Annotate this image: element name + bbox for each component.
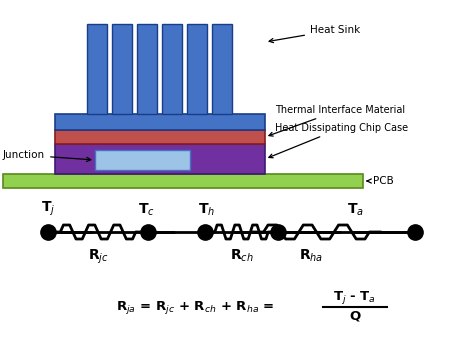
Text: Q: Q [349,309,361,322]
Text: T$_h$: T$_h$ [199,202,216,218]
Text: Heat Sink: Heat Sink [269,25,360,43]
Text: Heat Dissipating Chip Case: Heat Dissipating Chip Case [269,123,408,158]
Bar [55,144,265,174]
Text: T$_j$: T$_j$ [41,200,55,218]
Bar [212,24,233,114]
Text: R$_{jc}$: R$_{jc}$ [88,248,109,266]
Text: T$_j$ - T$_a$: T$_j$ - T$_a$ [334,289,376,307]
Text: PCB: PCB [367,176,394,186]
Bar [112,24,133,114]
Text: R$_{ja}$ = R$_{jc}$ + R$_{ch}$ + R$_{ha}$ =: R$_{ja}$ = R$_{jc}$ + R$_{ch}$ + R$_{ha}… [116,299,274,315]
Text: R$_{ha}$: R$_{ha}$ [300,248,324,264]
Bar [55,114,265,130]
Bar [55,130,265,144]
Bar [3,174,363,188]
Bar [137,24,157,114]
Text: T$_a$: T$_a$ [346,202,364,218]
Text: Thermal Interface Material: Thermal Interface Material [269,105,405,136]
Bar [95,150,190,170]
Text: T$_c$: T$_c$ [137,202,155,218]
Bar [188,24,208,114]
Bar [163,24,182,114]
Bar [88,24,108,114]
Text: R$_{ch}$: R$_{ch}$ [230,248,253,264]
Text: Junction: Junction [3,150,91,161]
